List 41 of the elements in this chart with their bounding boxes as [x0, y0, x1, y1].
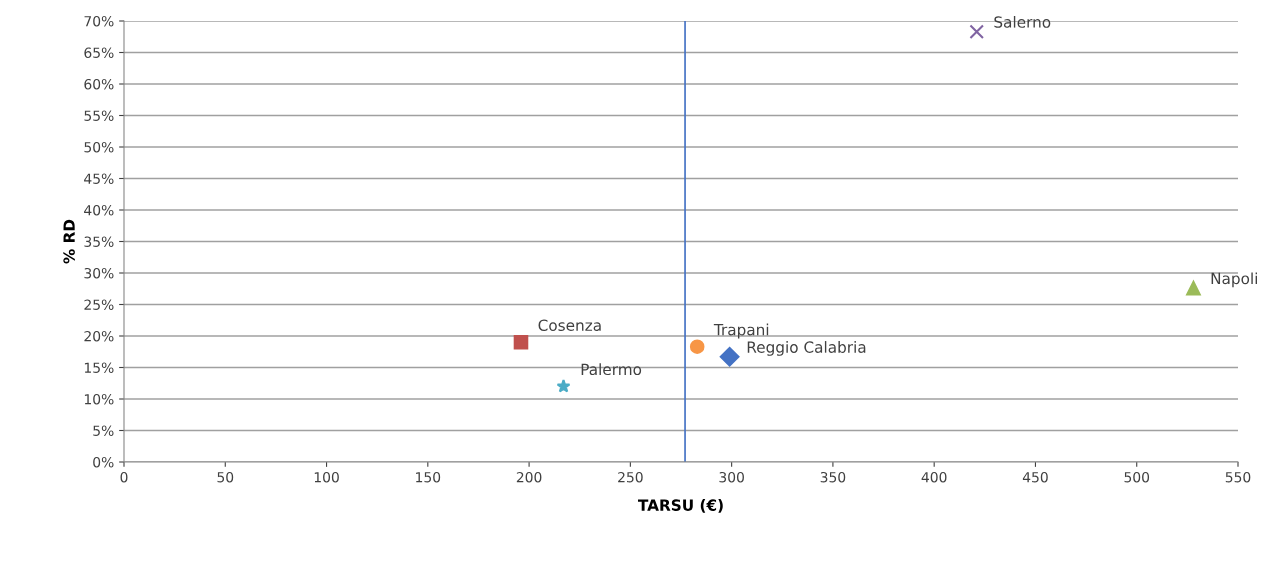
x-tick-label: 50 — [217, 471, 234, 483]
series-label: Cosenza — [538, 319, 601, 332]
series-label: Reggio Calabria — [747, 341, 866, 356]
y-tick-label: 70% — [84, 15, 114, 27]
y-tick-label: 5% — [93, 425, 114, 436]
y-tick-label: 60% — [84, 78, 114, 90]
x-tick-label: 100 — [314, 471, 339, 483]
y-tick-label: 15% — [84, 362, 114, 373]
point — [513, 335, 529, 350]
point — [689, 339, 705, 354]
point — [556, 379, 571, 393]
x-tick-label: 450 — [1022, 471, 1048, 483]
y-tick-label: 30% — [84, 267, 114, 279]
point — [1186, 280, 1201, 296]
series-label: Trapani — [713, 323, 769, 339]
point — [719, 346, 740, 367]
x-tick-label: 300 — [719, 471, 744, 483]
y-tick-label: 65% — [84, 47, 114, 58]
x-tick-label: 0 — [120, 471, 128, 483]
x-tick-label: 550 — [1225, 471, 1251, 483]
y-tick-label: 10% — [84, 393, 114, 405]
x-tick-label: 200 — [516, 471, 542, 483]
x-tick-label: 400 — [921, 471, 947, 483]
y-tick-label: 0% — [93, 456, 114, 468]
y-tick-label: 45% — [84, 173, 114, 184]
x-tick-label: 500 — [1124, 471, 1150, 483]
x-axis-title: TARSU (€) — [638, 499, 723, 513]
y-axis-title: % RD — [63, 219, 75, 264]
series-label: Palermo — [581, 363, 642, 376]
y-tick-label: 25% — [84, 299, 114, 310]
y-tick-label: 20% — [84, 330, 114, 342]
x-tick-label: 150 — [416, 471, 441, 483]
series-label: Napoli — [1211, 272, 1257, 288]
y-tick-label: 35% — [84, 236, 114, 247]
x-tick-label: 350 — [820, 471, 846, 483]
y-tick-label: 55% — [84, 110, 114, 121]
x-tick-label: 250 — [618, 471, 643, 483]
series-label: Salerno — [994, 15, 1051, 28]
y-tick-label: 40% — [84, 204, 114, 216]
point — [969, 24, 985, 39]
y-tick-label: 50% — [84, 141, 114, 153]
